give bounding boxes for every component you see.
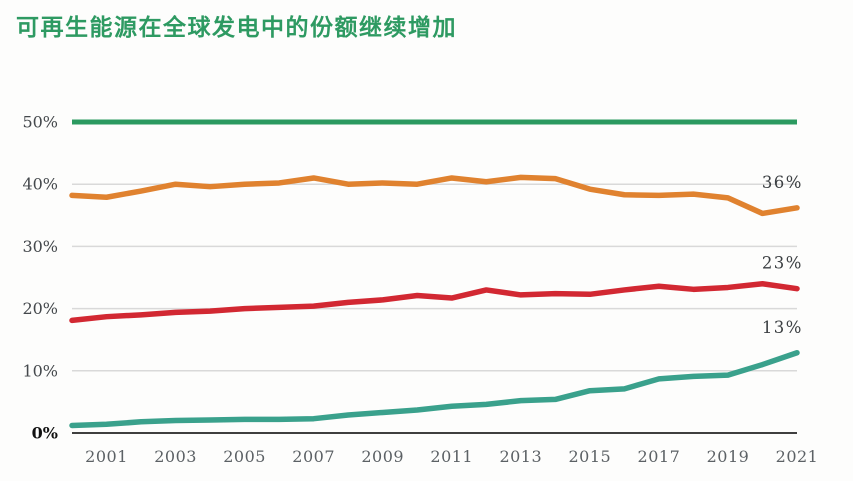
y-tick-40: 40% xyxy=(22,175,58,194)
series-orange-end-label: 36% xyxy=(762,173,803,192)
y-tick-0: 0% xyxy=(32,424,58,443)
y-tick-20: 20% xyxy=(22,299,58,318)
y-tick-30: 30% xyxy=(22,237,58,256)
x-tick-2003: 2003 xyxy=(154,447,197,466)
x-tick-2021: 2021 xyxy=(776,447,819,466)
x-tick-2013: 2013 xyxy=(499,447,542,466)
x-tick-2019: 2019 xyxy=(707,447,750,466)
gridline-50pct xyxy=(72,119,797,125)
series-red-end-label: 23% xyxy=(762,254,803,273)
series-orange-line xyxy=(69,174,800,217)
x-tick-2005: 2005 xyxy=(223,447,266,466)
x-tick-2015: 2015 xyxy=(568,447,611,466)
x-tick-2017: 2017 xyxy=(638,447,681,466)
x-tick-2011: 2011 xyxy=(430,447,473,466)
chart-title: 可再生能源在全球发电中的份额继续增加 xyxy=(16,15,457,41)
series-teal-end-label: 13% xyxy=(762,318,803,337)
series-teal-line xyxy=(69,350,800,429)
series-red-line xyxy=(69,280,800,324)
x-tick-2001: 2001 xyxy=(85,447,128,466)
y-tick-50: 50% xyxy=(22,113,58,132)
x-tick-2009: 2009 xyxy=(361,447,404,466)
x-tick-2007: 2007 xyxy=(292,447,335,466)
y-tick-10: 10% xyxy=(22,361,58,380)
